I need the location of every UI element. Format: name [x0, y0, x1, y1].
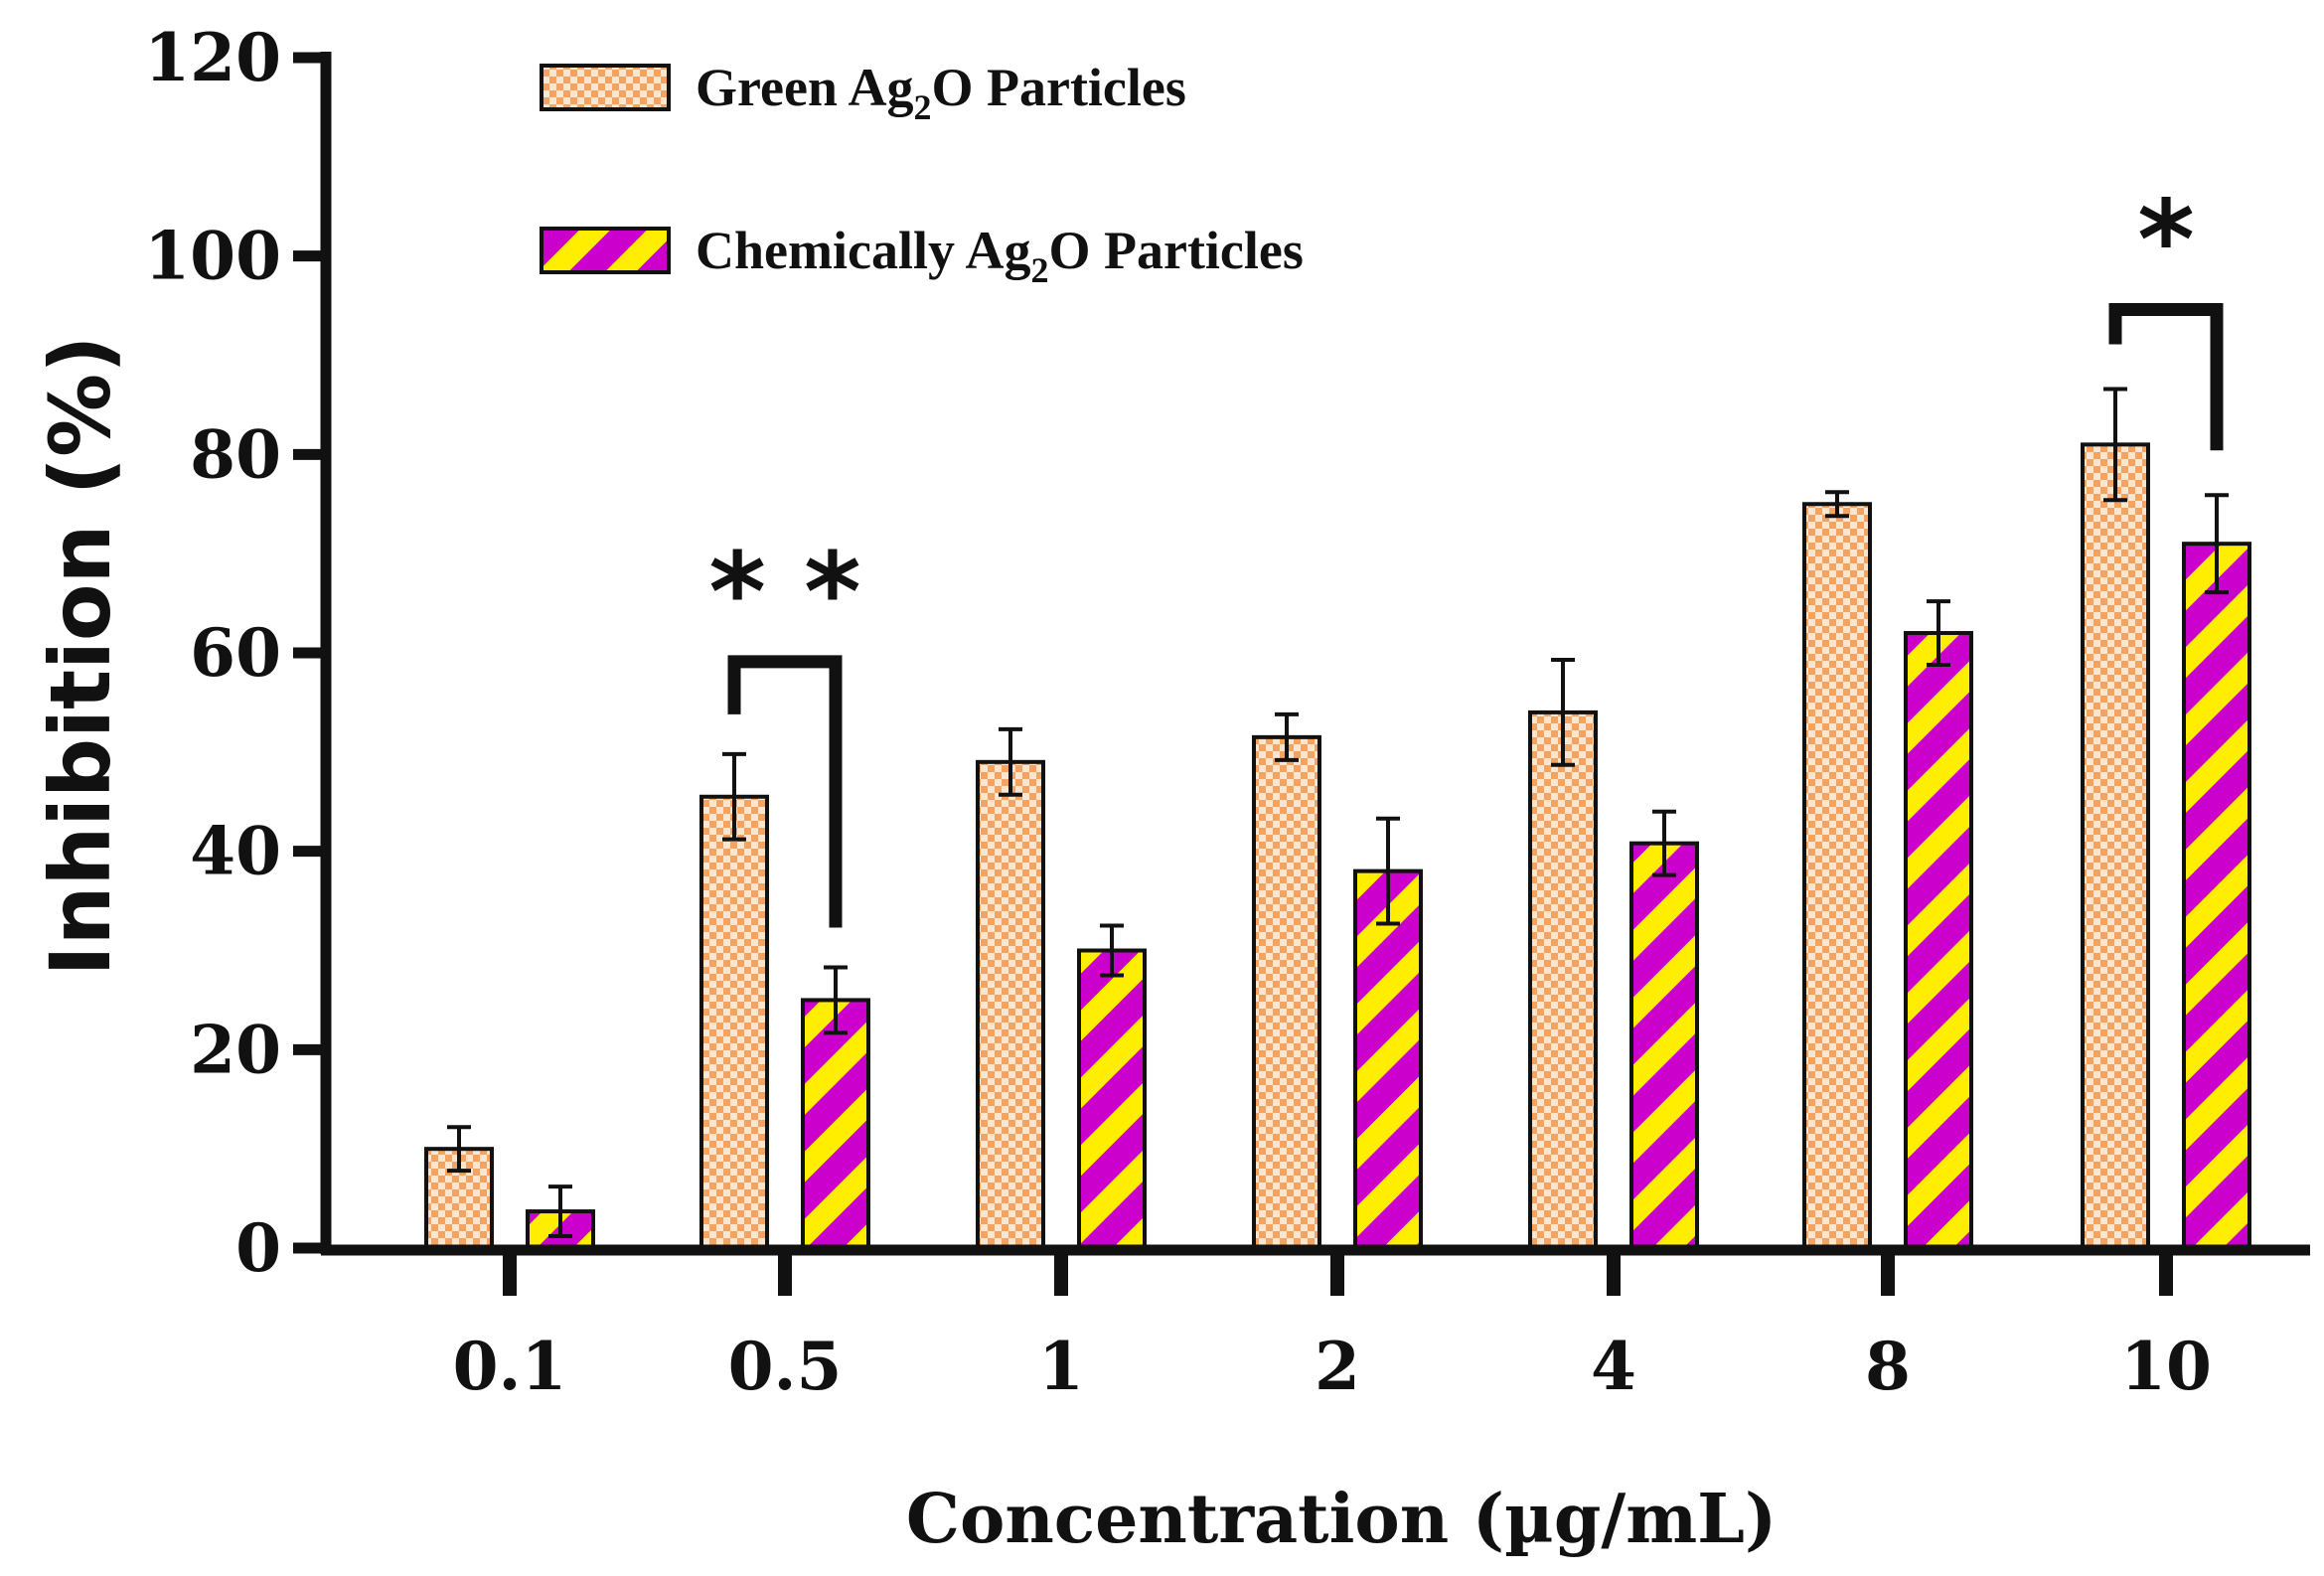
- x-tick-label-4: 4: [1591, 1328, 1636, 1405]
- y-axis-title: Inhibition (%): [32, 335, 129, 976]
- y-tick-label-80: 80: [190, 415, 281, 493]
- bar-chemical-4: [1629, 841, 1699, 1250]
- bar-green-0.5: [699, 794, 769, 1251]
- significance-bracket-10: [2108, 302, 2224, 451]
- legend: Green Ag2O Particles Chemically Ag2O Part…: [540, 58, 1304, 290]
- y-tick-label-120: 120: [144, 19, 281, 96]
- legend-label-green: Green Ag2O Particles: [696, 58, 1186, 127]
- legend-swatch-green: [540, 64, 671, 111]
- significance-label-10: *: [2137, 176, 2195, 303]
- significance-layer: * * *: [708, 176, 2224, 928]
- bar-chemical-10: [2182, 542, 2251, 1250]
- x-tick-label-8: 8: [1865, 1328, 1911, 1405]
- y-tick-label-20: 20: [190, 1011, 281, 1088]
- bars-layer: [424, 442, 2251, 1251]
- bar-chemical-0.5: [801, 998, 870, 1251]
- y-tick-label-0: 0: [235, 1209, 281, 1287]
- bar-green-2: [1252, 734, 1321, 1250]
- bar-chemical-1: [1077, 948, 1147, 1250]
- x-axis-title: Concentration (µg/mL): [906, 1480, 1777, 1559]
- y-tick-label-100: 100: [144, 218, 281, 295]
- bar-green-4: [1528, 709, 1598, 1250]
- significance-label-0.5: * *: [708, 529, 860, 656]
- error-bars-layer: [447, 387, 2229, 1239]
- y-tick-label-60: 60: [190, 614, 281, 692]
- significance-bracket-0.5: [727, 655, 843, 928]
- legend-label-chemical: Chemically Ag2O Particles: [696, 221, 1304, 290]
- x-tick-label-1: 1: [1038, 1328, 1084, 1405]
- x-tick-label-10: 10: [2120, 1328, 2212, 1405]
- axes-layer: 0 20 40 60 80 100 120 0.1 0.5 1 2 4 8 10 Concentration…: [32, 19, 2310, 1559]
- legend-swatch-chemical: [540, 227, 671, 274]
- x-tick-label-0.5: 0.5: [728, 1328, 843, 1405]
- bar-chemical-8: [1904, 631, 1973, 1250]
- bar-green-1: [976, 759, 1045, 1250]
- bar-green-8: [1802, 502, 1872, 1250]
- bar-chemical-2: [1353, 868, 1423, 1251]
- x-tick-label-0.1: 0.1: [453, 1328, 567, 1405]
- bar-green-10: [2081, 442, 2150, 1251]
- y-tick-label-40: 40: [190, 813, 281, 890]
- x-tick-label-2: 2: [1315, 1328, 1360, 1405]
